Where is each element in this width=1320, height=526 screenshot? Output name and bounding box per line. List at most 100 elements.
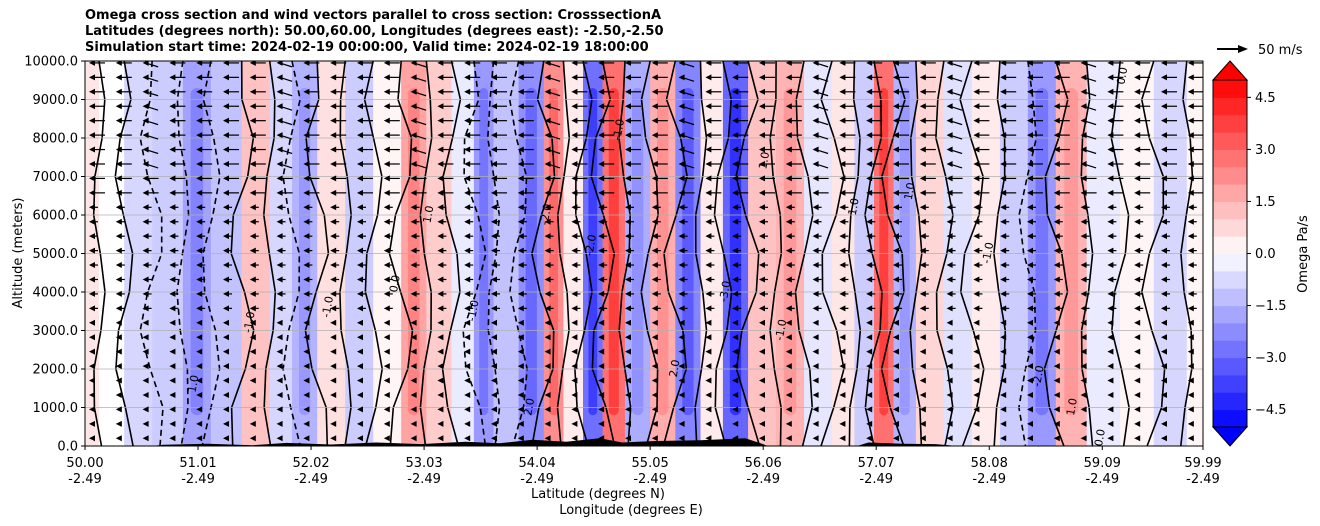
- wind-vector-head: [1134, 160, 1141, 167]
- wind-vector-head: [517, 160, 524, 167]
- x-tick-label-lon: -2.49: [633, 472, 667, 487]
- wind-vector-head: [1134, 218, 1141, 225]
- y-tick-label: 5000.0: [33, 247, 79, 262]
- wind-vector-head: [115, 262, 122, 269]
- wind-vector-head: [357, 160, 363, 167]
- wind-vector-head: [732, 334, 739, 341]
- wind-vector-head: [1107, 160, 1114, 167]
- wind-vector-head: [437, 363, 444, 370]
- wind-vector-head: [1187, 233, 1194, 240]
- wind-vector-head: [893, 247, 899, 254]
- wind-vector-head: [598, 305, 605, 312]
- wind-vector-head: [785, 262, 792, 269]
- wind-vector-head: [1000, 233, 1007, 240]
- wind-vector-head: [812, 132, 819, 139]
- wind-vector-head: [517, 103, 524, 110]
- wind-vector-head: [705, 233, 712, 240]
- wind-vector-head: [437, 74, 444, 81]
- wind-vector-head: [1000, 262, 1007, 269]
- wind-vector-head: [410, 247, 417, 254]
- wind-vector-head: [1000, 319, 1007, 326]
- wind-vector-head: [464, 348, 471, 355]
- wind-vector-head: [544, 435, 551, 442]
- wind-vector-head: [169, 247, 176, 254]
- wind-vector-head: [491, 276, 497, 283]
- wind-vector-head: [571, 204, 578, 211]
- wind-vector-head: [383, 319, 390, 326]
- x-axis-label-lat: Latitude (degrees N): [531, 487, 665, 502]
- wind-vector-head: [1161, 146, 1167, 153]
- contour-label: -2.0: [538, 203, 555, 226]
- colorbar-segment: [1213, 392, 1247, 411]
- wind-vector-head: [357, 247, 363, 254]
- wind-vector-head: [759, 377, 765, 384]
- wind-vector-head: [544, 74, 551, 81]
- wind-vector-head: [330, 276, 337, 283]
- wind-vector-head: [946, 377, 953, 384]
- contour-label: 1.0: [186, 374, 202, 393]
- wind-vector-head: [839, 305, 846, 312]
- wind-vector-head: [705, 262, 712, 269]
- wind-vector-head: [1000, 218, 1007, 225]
- wind-vector-head: [1187, 117, 1194, 124]
- wind-vector-head: [1027, 146, 1033, 153]
- x-tick-label-lon: -2.49: [294, 472, 328, 487]
- wind-vector-head: [1000, 348, 1007, 355]
- wind-vector-head: [491, 132, 497, 139]
- wind-vector-head: [169, 363, 176, 370]
- omega-contour-line: [139, 61, 164, 446]
- wind-vector-head: [946, 88, 953, 95]
- omega-band-core: [298, 87, 311, 416]
- wind-vector-head: [410, 204, 417, 211]
- wind-vector-head: [839, 276, 846, 283]
- wind-vector-head: [517, 175, 524, 182]
- wind-vector-head: [544, 218, 551, 225]
- wind-vector-head: [1161, 189, 1167, 196]
- wind-vector-head: [1107, 117, 1114, 124]
- wind-vector-head: [115, 319, 122, 326]
- wind-vector-head: [893, 74, 899, 81]
- wind-vector-head: [464, 189, 471, 196]
- wind-vector-head: [1134, 435, 1141, 442]
- wind-vector-head: [196, 247, 203, 254]
- wind-vector-head: [946, 290, 953, 297]
- wind-vector-head: [973, 74, 980, 81]
- wind-vector-head: [571, 160, 578, 167]
- wind-vector-head: [1080, 348, 1087, 355]
- wind-vector-head: [196, 363, 203, 370]
- wind-vector-head: [437, 146, 444, 153]
- contour-label: -1.0: [980, 241, 997, 264]
- wind-vector-head: [142, 276, 149, 283]
- wind-vector-head: [812, 233, 819, 240]
- wind-vector-head: [249, 305, 256, 312]
- wind-vector-head: [249, 435, 256, 442]
- colorbar-segment: [1213, 322, 1247, 341]
- colorbar-segment: [1213, 374, 1247, 393]
- colorbar-segment: [1213, 80, 1247, 98]
- wind-vector-head: [651, 132, 658, 139]
- wind-vector-head: [759, 74, 765, 81]
- wind-vector-head: [839, 160, 846, 167]
- wind-vector-head: [1187, 88, 1194, 95]
- wind-vector-head: [651, 363, 658, 370]
- x-tick-label-lon: -2.49: [859, 472, 893, 487]
- wind-vector-head: [437, 103, 444, 110]
- wind-vector-head: [142, 175, 149, 182]
- wind-vector-head: [919, 377, 926, 384]
- wind-vector-head: [223, 420, 229, 427]
- wind-vector-head: [89, 204, 95, 211]
- wind-vector-head: [1134, 175, 1141, 182]
- wind-vector-head: [383, 406, 390, 413]
- wind-vector-head: [919, 61, 926, 66]
- wind-vector-head: [357, 175, 363, 182]
- wind-vector-head: [357, 391, 363, 398]
- wind-vector-head: [330, 391, 337, 398]
- wind-vector-head: [1161, 435, 1167, 442]
- wind-vector-head: [491, 146, 497, 153]
- wind-vector-head: [383, 377, 390, 384]
- wind-vector-head: [303, 377, 310, 384]
- wind-vector-head: [866, 406, 873, 413]
- wind-vector-head: [517, 391, 524, 398]
- wind-vector-head: [223, 247, 229, 254]
- wind-vector-head: [544, 175, 551, 182]
